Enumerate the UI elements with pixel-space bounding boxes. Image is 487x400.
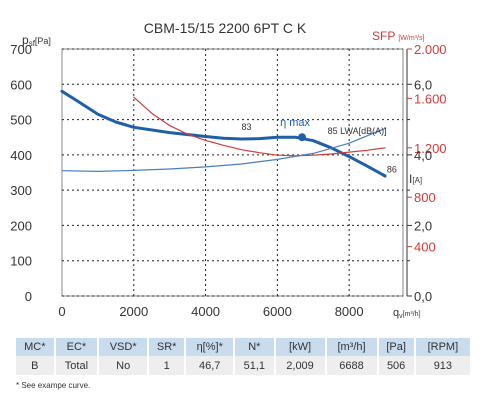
- sfp-curve: [133, 96, 386, 157]
- spec-header-pressure: [Pa]: [377, 338, 416, 356]
- current-axis-label-main: I: [409, 172, 412, 186]
- y-tick-label: 700: [10, 42, 32, 57]
- spec-header-n: N*: [234, 338, 276, 356]
- y-tick-label: 100: [10, 254, 32, 269]
- x-tick-label: 0: [58, 304, 65, 319]
- sfp-tick-label: 400: [414, 240, 436, 255]
- spec-value-airflow: 6688: [325, 356, 379, 375]
- spec-value-mc: B: [16, 356, 56, 375]
- current-tick-label: 6,0: [414, 77, 432, 92]
- spec-value-ec: Total: [54, 356, 100, 375]
- spec-header-sr: SR*: [148, 338, 187, 356]
- left-axis-label-sub: sf: [29, 39, 36, 48]
- footnote: * See exampe curve.: [16, 381, 91, 390]
- x-tick-label: 4000: [191, 304, 220, 319]
- sfp-axis-label-main: SFP: [372, 29, 395, 43]
- sfp-tick-label: 1.600: [414, 91, 447, 106]
- spec-value-vsd: No: [98, 356, 150, 375]
- spec-value-sr: 1: [148, 356, 187, 375]
- left-axis-unit: [Pa]: [35, 36, 51, 46]
- curve-annotation: 86: [387, 165, 397, 175]
- spec-header-vsd: VSD*: [98, 338, 150, 356]
- fan-performance-chart: CBM-15/15 2200 6PT C K psf[Pa] SFP [W/m³/…: [10, 20, 447, 320]
- operating-point-marker: [298, 133, 307, 142]
- spec-header-mc: MC*: [16, 338, 56, 356]
- chart-title: CBM-15/15 2200 6PT C K: [144, 20, 307, 36]
- y-tick-label: 300: [10, 183, 32, 198]
- sfp-tick-label: 2.000: [414, 42, 447, 57]
- x-tick-label: 6000: [263, 304, 292, 319]
- spec-value-kw: 2,009: [274, 356, 327, 375]
- spec-header-efficiency: η[%]*: [185, 338, 236, 356]
- current-tick-label: 2,0: [414, 218, 432, 233]
- curve-annotation: 85 LWA[dB(A)]: [328, 126, 387, 136]
- current-tick-label: 4,0: [414, 148, 432, 163]
- x-axis-label: qv[m³/h]: [393, 307, 421, 320]
- current-axis-label: I[A]: [409, 172, 422, 186]
- left-axis-label: psf[Pa]: [22, 33, 51, 48]
- curve-annotation: 83: [241, 122, 251, 132]
- x-tick-label: 8000: [335, 304, 364, 319]
- sfp-tick-label: 1.200: [414, 141, 447, 156]
- sfp-axis-unit: [W/m³/s]: [398, 35, 424, 42]
- spec-value-n: 51,1: [234, 356, 276, 375]
- fan-spec-table: MC* EC* VSD* SR* η[%]* N* [kW] [m³/h] [P…: [16, 338, 473, 375]
- spec-header-kw: [kW]: [274, 338, 327, 356]
- y-tick-label: 500: [10, 113, 32, 128]
- x-axis-label-sub: v: [399, 313, 403, 320]
- x-axis-unit: [m³/h]: [403, 311, 421, 318]
- y-tick-label: 200: [10, 218, 32, 233]
- y-tick-label: 0: [25, 289, 32, 304]
- spec-value-row: B Total No 1 46,7 51,1 2,009 6688 506 91…: [16, 356, 473, 375]
- spec-header-airflow: [m³/h]: [325, 338, 379, 356]
- x-tick-label: 2000: [119, 304, 148, 319]
- current-tick-label: 0,0: [414, 289, 432, 304]
- spec-value-pressure: 506: [377, 356, 416, 375]
- sfp-axis-label: SFP [W/m³/s]: [372, 29, 424, 43]
- spec-header-ec: EC*: [54, 338, 100, 356]
- current-axis-unit: [A]: [412, 176, 422, 185]
- spec-header-rpm: [RPM]: [414, 338, 473, 356]
- sfp-tick-label: 800: [414, 190, 436, 205]
- plot-frame: [61, 48, 404, 297]
- spec-header-row: MC* EC* VSD* SR* η[%]* N* [kW] [m³/h] [P…: [16, 338, 473, 356]
- x-axis-label-main: q: [393, 307, 399, 319]
- current-curve: [61, 127, 386, 172]
- left-axis-label-main: p: [22, 33, 29, 47]
- pressure-curve: [60, 89, 387, 178]
- y-tick-label: 400: [10, 148, 32, 163]
- spec-value-efficiency: 46,7: [185, 356, 236, 375]
- spec-value-rpm: 913: [414, 356, 473, 375]
- eta-max-label: η max: [280, 117, 310, 129]
- y-tick-label: 600: [10, 77, 32, 92]
